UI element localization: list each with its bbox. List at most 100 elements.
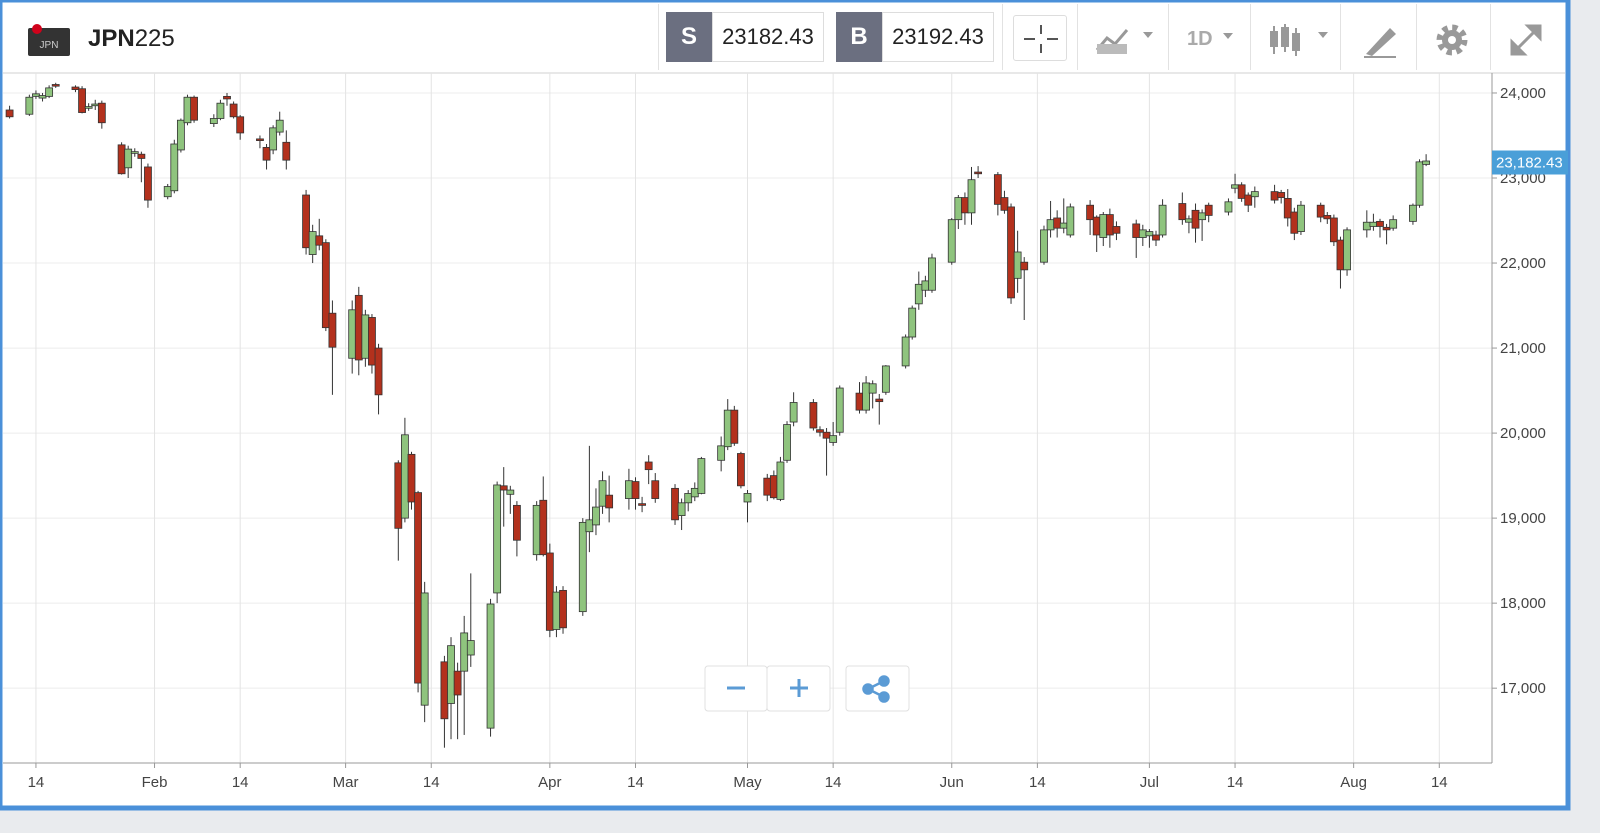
candle-body — [1185, 218, 1193, 223]
candle-body — [440, 661, 449, 720]
candle-body — [51, 84, 60, 87]
candle-body — [91, 103, 100, 107]
candle-body — [1178, 203, 1187, 221]
candle-body — [1053, 217, 1062, 229]
candle-body — [1000, 197, 1009, 211]
share-button[interactable] — [845, 665, 910, 712]
candle-body — [183, 96, 192, 124]
candle-body — [5, 109, 14, 118]
candle-body — [928, 257, 936, 291]
candle-body — [400, 434, 409, 519]
y-tick-label: 20,000 — [1500, 425, 1546, 442]
candle-body — [513, 504, 521, 541]
candle-body — [671, 487, 679, 521]
candle-body — [1007, 206, 1015, 299]
candle-body — [137, 153, 146, 159]
zoom-controls — [704, 665, 910, 712]
chart-type-icon — [1095, 29, 1153, 54]
candle-body — [1323, 215, 1332, 220]
candle-body — [1270, 191, 1279, 201]
candle-body — [124, 148, 133, 169]
crosshair-icon — [1024, 25, 1058, 53]
separator — [1490, 4, 1491, 70]
candles — [5, 82, 1431, 748]
share-icon — [862, 675, 890, 703]
settings-icon[interactable] — [1434, 22, 1470, 58]
x-tick-label: 14 — [423, 774, 440, 791]
crosshair-button[interactable] — [1013, 15, 1067, 61]
candle-body — [862, 382, 870, 411]
candle-body — [1020, 261, 1029, 271]
candle-body — [453, 670, 462, 696]
candle-body — [499, 485, 508, 491]
candle-body — [993, 174, 1002, 205]
candle-body — [117, 144, 126, 175]
candle-body — [1040, 229, 1048, 263]
candle-body — [308, 231, 317, 255]
x-tick-label: 14 — [28, 774, 45, 791]
candle-body — [1389, 219, 1398, 229]
flag-label: JPN — [39, 40, 59, 51]
candle-body — [1329, 217, 1338, 243]
candle-body — [130, 151, 139, 154]
candle-body — [414, 492, 422, 684]
symbol: JPN225 — [88, 25, 175, 53]
candle-body — [1198, 212, 1207, 221]
candle-body — [954, 197, 963, 221]
candle-body — [71, 86, 80, 90]
candle-body — [229, 103, 238, 118]
candle-body — [78, 88, 86, 113]
candle-body — [552, 591, 561, 630]
draw-tool-icon[interactable] — [1362, 22, 1398, 58]
candle-body — [1224, 201, 1233, 213]
x-tick-label: Mar — [333, 774, 359, 791]
candle-body — [466, 640, 475, 656]
candle-body — [816, 429, 824, 433]
candle-body — [598, 480, 607, 507]
candle-body — [328, 312, 337, 348]
x-tick-label: May — [733, 774, 762, 791]
candle-body — [868, 383, 877, 394]
fullscreen-icon[interactable] — [1508, 22, 1544, 58]
y-tick-label: 24,000 — [1500, 85, 1546, 102]
candle-body — [559, 589, 567, 629]
candle-body — [269, 127, 278, 151]
candle-body — [1369, 221, 1378, 227]
candle-body — [1250, 191, 1259, 198]
candle-body — [321, 242, 330, 329]
candle-body — [368, 317, 376, 366]
candle-body — [1290, 211, 1299, 234]
y-tick-label: 19,000 — [1500, 510, 1546, 527]
buy-label[interactable]: B — [836, 12, 882, 62]
candle-body — [1409, 204, 1417, 222]
candle-style-button[interactable] — [1268, 22, 1332, 58]
sell-label[interactable]: S — [666, 12, 712, 62]
candle-body — [1145, 231, 1154, 237]
candle-body — [947, 219, 956, 263]
candle-body — [1336, 239, 1345, 271]
candle-body — [763, 477, 772, 496]
sell-price[interactable]: 23182.43 — [712, 12, 824, 62]
x-tick-label: 14 — [232, 774, 249, 791]
x-tick-label: Aug — [1340, 774, 1367, 791]
candle-body — [585, 519, 594, 533]
candle-body — [97, 102, 106, 124]
candle-body — [486, 603, 495, 729]
buy-price[interactable]: 23192.43 — [882, 12, 994, 62]
candle-body — [1105, 214, 1114, 236]
separator — [1077, 4, 1078, 70]
candle-body — [25, 96, 34, 115]
candle-body — [532, 504, 541, 556]
candle-body — [1086, 204, 1095, 221]
candle-body — [236, 116, 245, 134]
candle-body — [32, 93, 40, 97]
chart-type-button[interactable] — [1093, 24, 1157, 56]
candle-body — [730, 409, 739, 444]
candle-body — [447, 645, 455, 704]
interval[interactable]: 1D — [1187, 28, 1213, 50]
candle-body — [644, 461, 653, 471]
last-price-label: 23,182.43 — [1496, 154, 1563, 171]
candle-body — [1231, 184, 1239, 189]
candle-body — [829, 435, 838, 443]
